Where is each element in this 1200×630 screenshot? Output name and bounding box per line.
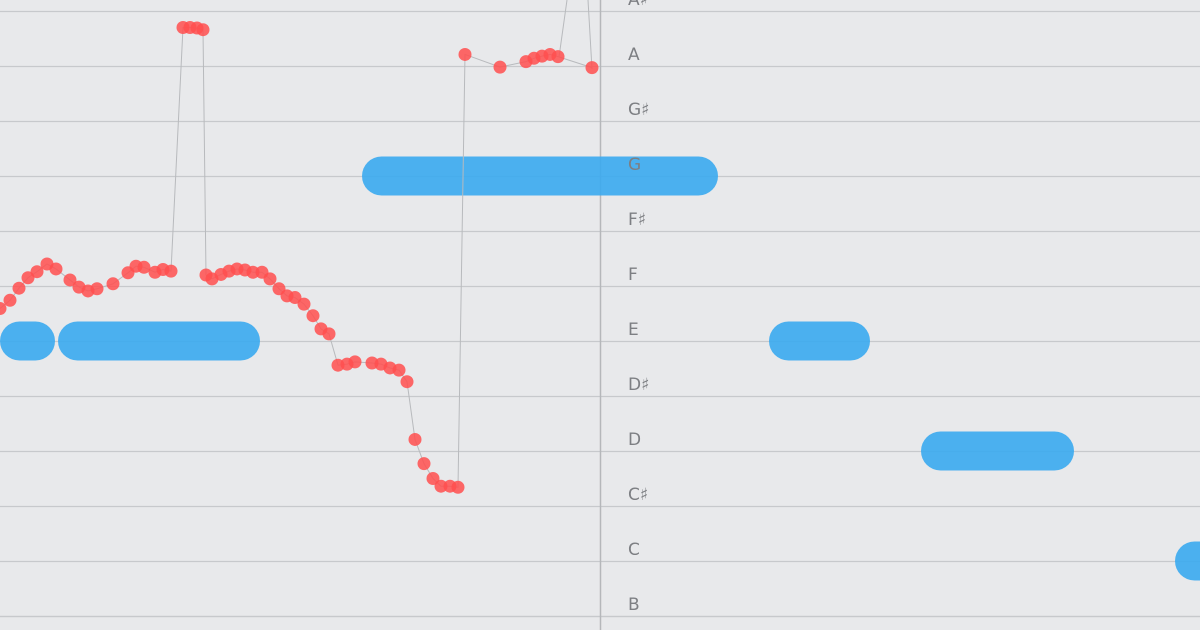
sung-pitch-dot (306, 309, 320, 323)
sung-pitch-dot (0, 302, 7, 316)
sung-pitch-dot (458, 47, 472, 61)
sung-pitch-dot (348, 355, 362, 369)
pitch-trace-line (0, 27, 593, 488)
note-label-c-sharp: C♯ (628, 485, 649, 505)
sung-pitch-dot (585, 61, 599, 75)
sung-pitch-dot (90, 282, 104, 296)
sung-pitch-dot (551, 50, 565, 64)
sung-pitch-dot (392, 363, 406, 377)
sung-pitch-dot (451, 480, 465, 494)
sung-pitch-dot (434, 479, 448, 493)
sung-pitch-dot (246, 265, 260, 279)
sung-pitch-dots (0, 21, 599, 494)
note-label-a: A (628, 45, 640, 65)
sung-pitch-dot (408, 432, 422, 446)
sung-pitch-dot (12, 281, 26, 295)
pitch-trace-line (558, 0, 568, 58)
note-label-b: B (628, 595, 640, 615)
sung-pitch-dot (196, 23, 210, 37)
note-label-f-sharp: F♯ (628, 210, 647, 230)
sung-pitch-dot (417, 457, 431, 471)
note-label-c: C (628, 540, 640, 560)
target-note-bar (362, 156, 718, 196)
target-notes (0, 156, 1200, 581)
pitch-trace-line (587, 0, 593, 70)
target-note-bar (0, 321, 55, 361)
note-label-a-sharp: A♯ (628, 0, 648, 10)
target-note-bar (769, 321, 870, 361)
sung-pitch-dot (322, 327, 336, 341)
target-note-bar (921, 431, 1074, 471)
note-label-d-sharp: D♯ (628, 375, 650, 395)
sung-pitch-dot (400, 375, 414, 389)
sung-pitch-dot (426, 472, 440, 485)
sung-pitch-dot (30, 265, 44, 279)
sung-pitch-dot (493, 60, 507, 74)
sung-pitch-dot (137, 260, 151, 274)
target-note-bar (1175, 541, 1200, 581)
sung-pitch-trace (0, 0, 593, 488)
sung-pitch-dot (297, 297, 311, 311)
note-label-f: F (628, 265, 638, 285)
sung-pitch-dot (63, 273, 77, 287)
note-label-g: G (628, 155, 642, 175)
sung-pitch-dot (3, 293, 17, 307)
target-note-bar (58, 321, 260, 361)
sung-pitch-dot (106, 277, 120, 291)
sung-pitch-dot (288, 291, 302, 305)
sung-pitch-dot (49, 262, 63, 276)
note-label-g-sharp: G♯ (628, 100, 650, 120)
note-label-d: D (628, 430, 642, 450)
sung-pitch-dot (263, 272, 277, 286)
note-label-e: E (628, 320, 639, 340)
sung-pitch-dot (164, 264, 178, 278)
